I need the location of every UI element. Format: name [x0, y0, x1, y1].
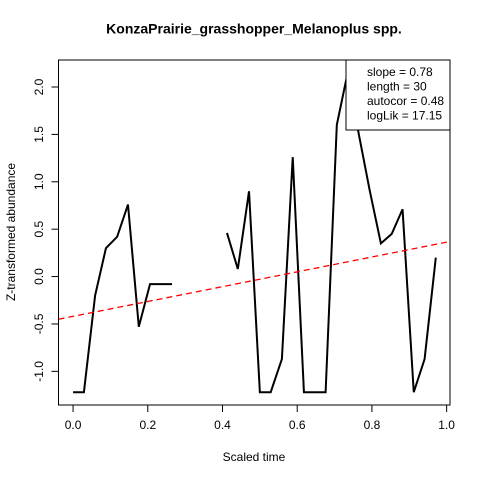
trend-line — [58, 240, 451, 320]
chart-title: KonzaPrairie_grasshopper_Melanoplus spp. — [106, 21, 402, 37]
y-tick-label: 1.0 — [32, 173, 46, 190]
legend-box — [345, 59, 451, 131]
x-tick-label: 0.8 — [364, 418, 381, 432]
legend-text: length = 30 — [367, 80, 427, 94]
x-axis-label: Scaled time — [223, 450, 286, 464]
legend-text: autocor = 0.48 — [367, 94, 444, 108]
x-tick-label: 1.0 — [438, 418, 455, 432]
x-tick-label: 0.2 — [139, 418, 156, 432]
x-tick-label: 0.6 — [289, 418, 306, 432]
y-tick-label: 1.5 — [32, 126, 46, 143]
data-line — [73, 72, 437, 394]
y-axis-label: Z-transformed abundance — [4, 163, 18, 301]
x-tick-label: 0.4 — [214, 418, 231, 432]
x-tick-label: 0.0 — [65, 418, 82, 432]
legend-text: logLik = 17.15 — [367, 109, 442, 123]
y-tick-label: 0.0 — [32, 268, 46, 285]
y-tick-label: 2.0 — [32, 78, 46, 95]
plot-frame — [58, 59, 451, 406]
legend-text: slope = 0.78 — [367, 65, 433, 79]
y-tick-label: -0.5 — [32, 313, 46, 334]
y-tick-label: -1.0 — [32, 361, 46, 382]
y-tick-label: 0.5 — [32, 221, 46, 238]
